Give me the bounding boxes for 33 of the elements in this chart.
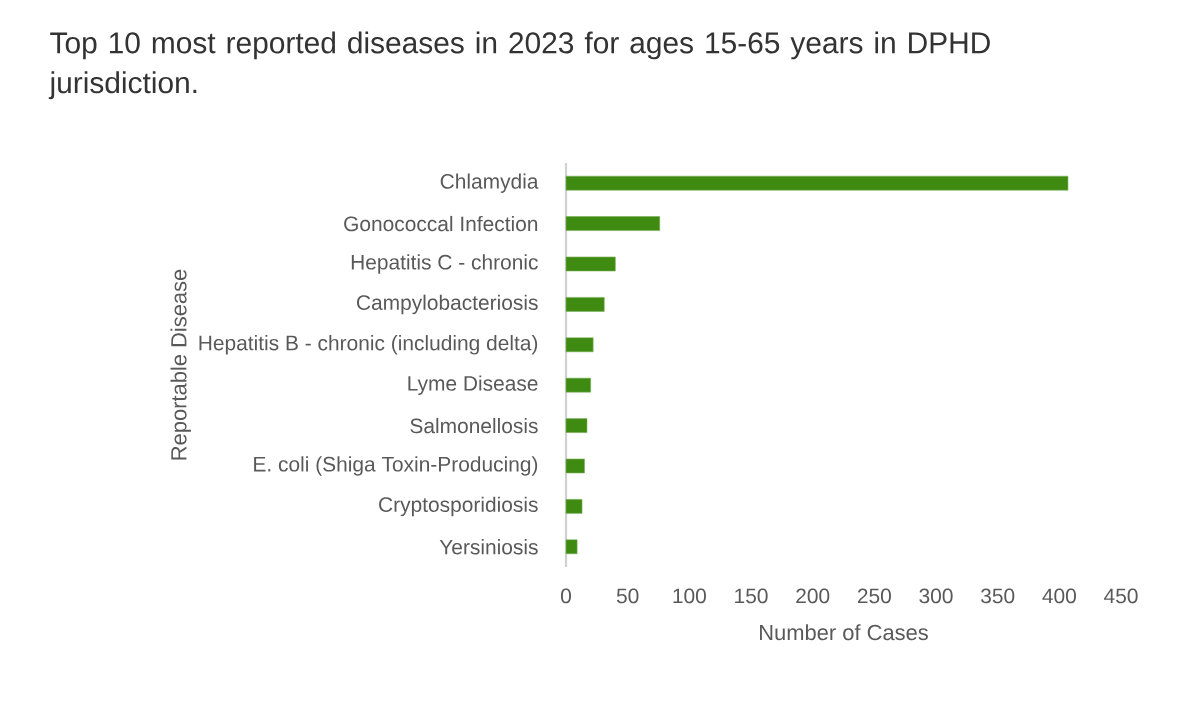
x-tick-label: 400 [1042,588,1076,604]
bar [565,418,588,433]
y-tick-label: Hepatitis C - chronic [351,254,538,274]
bar [565,337,594,353]
bar [565,499,583,514]
x-axis-title: Number of Cases [760,624,928,641]
y-tick-label: E. coli (Shiga Toxin-Producing) [254,456,538,476]
y-tick-label: Gonococcal Infection [344,215,538,232]
bar [565,175,1069,191]
bar [565,377,591,393]
x-tick-label: 450 [1104,588,1138,604]
x-tick-label: 200 [796,588,830,604]
bar [565,297,605,312]
x-tick-label: 0 [561,588,571,604]
y-tick-label: Yersiniosis [439,539,538,555]
bar [565,256,616,272]
chart-title: Top 10 most reported diseases in 2023 for ages 15-65 years in DPHD jurisdiction. [48,31,990,100]
y-tick-label: Cryptosporidiosis [379,496,538,517]
bar [565,539,578,555]
x-tick-label: 250 [857,588,891,604]
y-tick-label: Hepatitis B - chronic (including delta) [199,335,538,355]
y-tick-label: Lyme Disease [408,375,538,395]
x-tick-label: 50 [616,588,639,604]
y-tick-label: Chlamydia [440,173,539,193]
y-axis-title: Reportable Disease [170,269,191,460]
x-tick-label: 350 [981,588,1015,604]
x-tick-label: 150 [735,588,768,604]
bar [565,216,661,231]
y-tick-label: Salmonellosis [410,417,538,434]
bar [565,458,585,474]
y-tick-label: Campylobacteriosis [357,294,538,315]
x-tick-label: 100 [673,588,706,604]
x-tick-label: 300 [919,588,953,604]
